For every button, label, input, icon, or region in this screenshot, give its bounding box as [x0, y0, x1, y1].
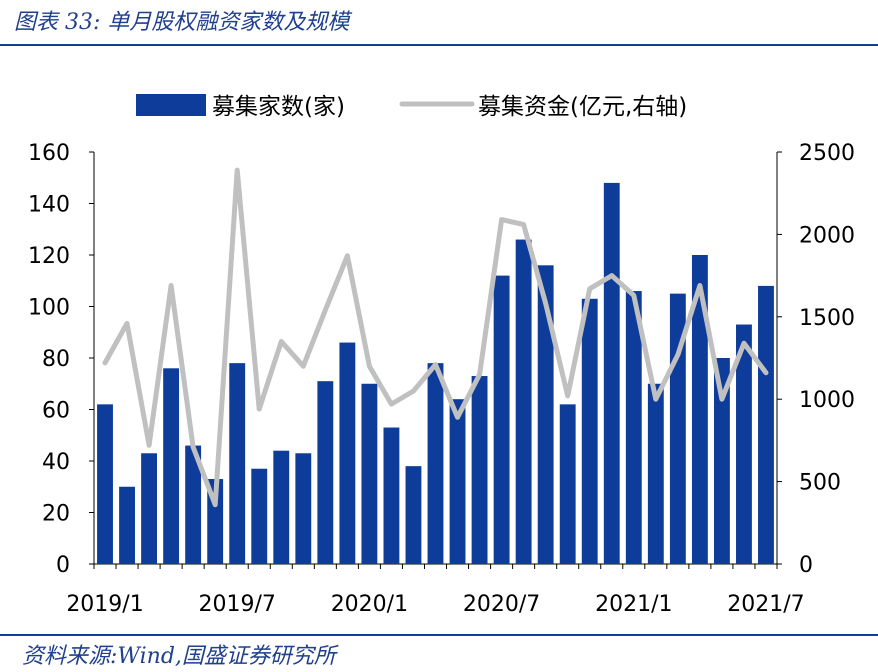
bar-2019/1 [97, 404, 113, 564]
bar-2020/3 [405, 466, 422, 564]
left-tick-label: 140 [28, 193, 70, 218]
bar-2020/1 [361, 383, 378, 564]
bar-2021/4 [691, 255, 708, 564]
x-tick-label: 2019/1 [66, 592, 143, 617]
x-tick-label: 2020/7 [463, 592, 540, 617]
right-tick-label: 2000 [799, 223, 855, 248]
right-tick-label: 500 [799, 471, 841, 496]
figure-title: 图表 33: 单月股权融资家数及规模 [14, 10, 350, 35]
bar-2019/4 [163, 368, 180, 564]
right-tick-label: 2500 [799, 141, 855, 166]
bar-2020/9 [537, 265, 554, 564]
legend-bar-label: 募集家数(家) [212, 94, 345, 120]
bar-series [97, 182, 774, 565]
bar-2020/2 [383, 427, 400, 564]
left-tick-label: 160 [28, 141, 70, 166]
left-tick-label: 60 [42, 399, 70, 424]
line-series [102, 167, 769, 508]
bar-2020/4 [427, 363, 444, 564]
bar-2021/6 [736, 324, 752, 564]
bottom-divider [0, 634, 878, 636]
left-tick-label: 40 [42, 450, 70, 475]
bar-2020/10 [559, 404, 576, 564]
bar-2021/7 [758, 285, 774, 564]
line-path [102, 167, 769, 508]
left-tick-label: 20 [42, 502, 70, 527]
tick-labels: 0 20 40 60 80 100 120 140 160 0 500 1000 1500 2000 250… [28, 141, 855, 617]
legend: 募集家数(家) 募集资金(亿元,右轴) [136, 94, 687, 120]
bar-2019/3 [141, 453, 158, 564]
right-tick-label: 1500 [799, 306, 855, 331]
legend-bar-swatch [136, 94, 206, 116]
bar-2019/5 [185, 445, 202, 564]
bar-2019/9 [273, 450, 290, 564]
right-tick-label: 1000 [799, 388, 855, 413]
bar-2019/10 [295, 453, 312, 564]
x-tick-label: 2021/1 [595, 592, 672, 617]
top-divider [0, 44, 878, 46]
bar-2019/2 [119, 486, 135, 564]
bar-2020/6 [471, 376, 488, 564]
bar-2020/8 [515, 239, 532, 565]
bar-2020/7 [493, 275, 510, 564]
bar-2019/11 [317, 381, 334, 564]
x-tick-label: 2019/7 [199, 592, 276, 617]
figure-source: 资料来源:Wind,国盛证券研究所 [22, 644, 336, 669]
bar-2021/1 [625, 291, 642, 564]
bar-2020/12 [603, 182, 620, 564]
bar-2021/2 [647, 383, 664, 564]
bar-2019/7 [229, 363, 246, 564]
left-tick-label: 120 [28, 244, 70, 269]
right-tick-label: 0 [799, 553, 813, 578]
x-tick-label: 2020/1 [331, 592, 408, 617]
legend-line-label: 募集资金(亿元,右轴) [478, 94, 687, 120]
left-tick-label: 100 [28, 296, 70, 321]
bar-2019/8 [251, 468, 268, 564]
left-tick-label: 0 [56, 553, 70, 578]
bar-2019/12 [339, 342, 356, 564]
bar-2021/5 [713, 358, 730, 564]
bar-2020/5 [449, 399, 466, 564]
x-tick-label: 2021/7 [727, 592, 804, 617]
bar-2020/11 [581, 298, 598, 564]
left-tick-label: 80 [42, 347, 70, 372]
